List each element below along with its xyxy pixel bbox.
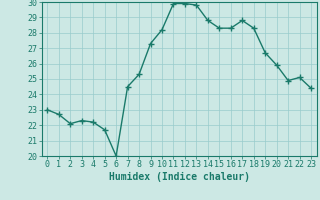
X-axis label: Humidex (Indice chaleur): Humidex (Indice chaleur): [109, 172, 250, 182]
